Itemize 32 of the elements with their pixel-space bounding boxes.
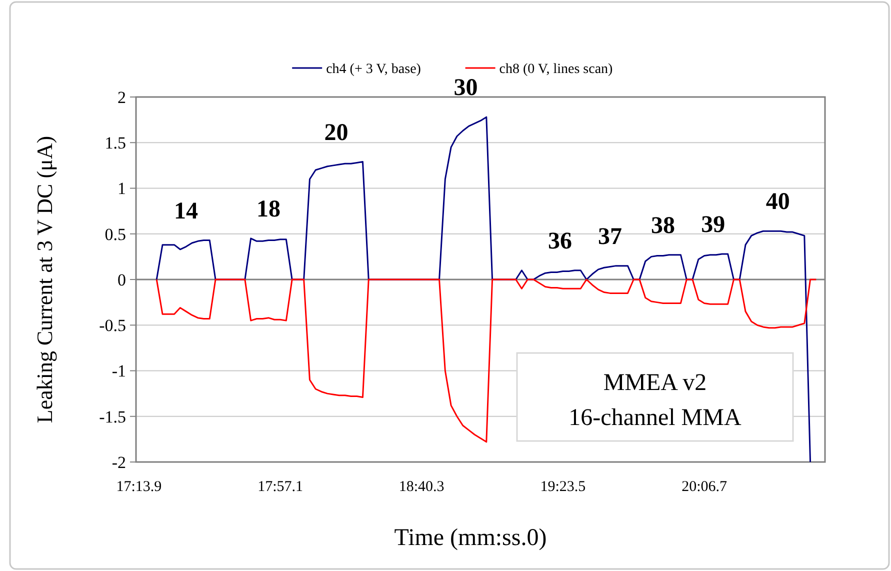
annotation: 16-channel MMA: [568, 405, 742, 431]
x-tick-label: 17:57.1: [258, 479, 303, 495]
y-tick-label: 0: [118, 270, 126, 290]
x-tick-label: 20:06.7: [682, 479, 728, 495]
annotation: 36: [548, 228, 572, 254]
annotation: 37: [598, 224, 622, 250]
line-series: [156, 116, 812, 463]
legend-label: ch8 (0 V, lines scan): [499, 62, 614, 77]
y-tick-label: 1.5: [104, 134, 126, 153]
y-tick-label: -0.5: [99, 316, 126, 336]
annotation: 39: [701, 212, 726, 238]
x-tick-label: 18:40.3: [398, 479, 444, 495]
annotation: 40: [766, 189, 790, 216]
annotation: 14: [174, 198, 198, 224]
y-tick-label: -1: [112, 362, 126, 381]
x-tick-label: 17:13.9: [116, 479, 162, 495]
annotation: 30: [454, 75, 478, 102]
annotation: 18: [256, 196, 280, 222]
line-series: [156, 278, 817, 443]
x-tick-label: 19:23.5: [540, 479, 586, 495]
x-axis-title: Time (mm:ss.0): [394, 525, 547, 551]
y-tick-label: -2: [112, 452, 126, 472]
y-tick-label: 2: [118, 88, 126, 107]
y-tick-label: 1: [118, 179, 126, 198]
annotation: 38: [651, 212, 676, 239]
y-tick-label: 0.5: [104, 224, 126, 244]
y-axis-title: Leaking Current at 3 V DC (μA): [32, 136, 57, 424]
y-tick-label: -1.5: [99, 407, 126, 426]
annotation: MMEA v2: [603, 370, 707, 396]
annotation: 20: [324, 120, 348, 146]
legend-label: ch4 (+ 3 V, base): [326, 62, 422, 77]
text-box: MMEA v2 16-channel MMA: [516, 352, 794, 442]
